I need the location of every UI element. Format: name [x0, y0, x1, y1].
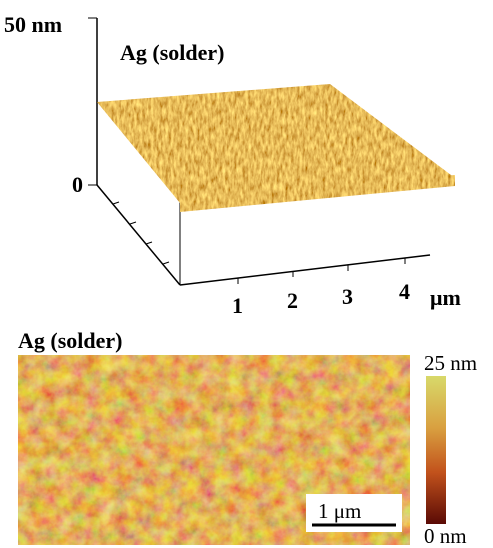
x-tick-label: 2 — [287, 288, 298, 313]
x-tick-label: 1 — [232, 293, 243, 318]
figure: 50 nm 0 Ag (solder) 1 2 3 4 μm Ag (solde… — [0, 0, 493, 548]
scale-bar-label: 1 μm — [318, 499, 361, 523]
colorbar-min: 0 nm — [424, 524, 467, 548]
z-max-label: 50 nm — [4, 12, 62, 37]
colorbar — [426, 376, 446, 524]
z-min-label: 0 — [72, 172, 83, 197]
x-unit: μm — [430, 285, 461, 310]
afm-map: Ag (solder) 1 μm 25 nm 0 nm — [18, 328, 477, 548]
x-tick-label: 3 — [342, 284, 353, 309]
axis-ticks — [113, 202, 405, 284]
colorbar-max: 25 nm — [424, 351, 477, 375]
y-axis — [97, 185, 180, 285]
x-axis — [180, 255, 430, 285]
x-tick-label: 4 — [399, 279, 410, 304]
panel-label: Ag (solder) — [18, 328, 122, 353]
panel-label: Ag (solder) — [120, 40, 224, 65]
surface-3d: 50 nm 0 Ag (solder) 1 2 3 4 μm — [4, 12, 461, 318]
